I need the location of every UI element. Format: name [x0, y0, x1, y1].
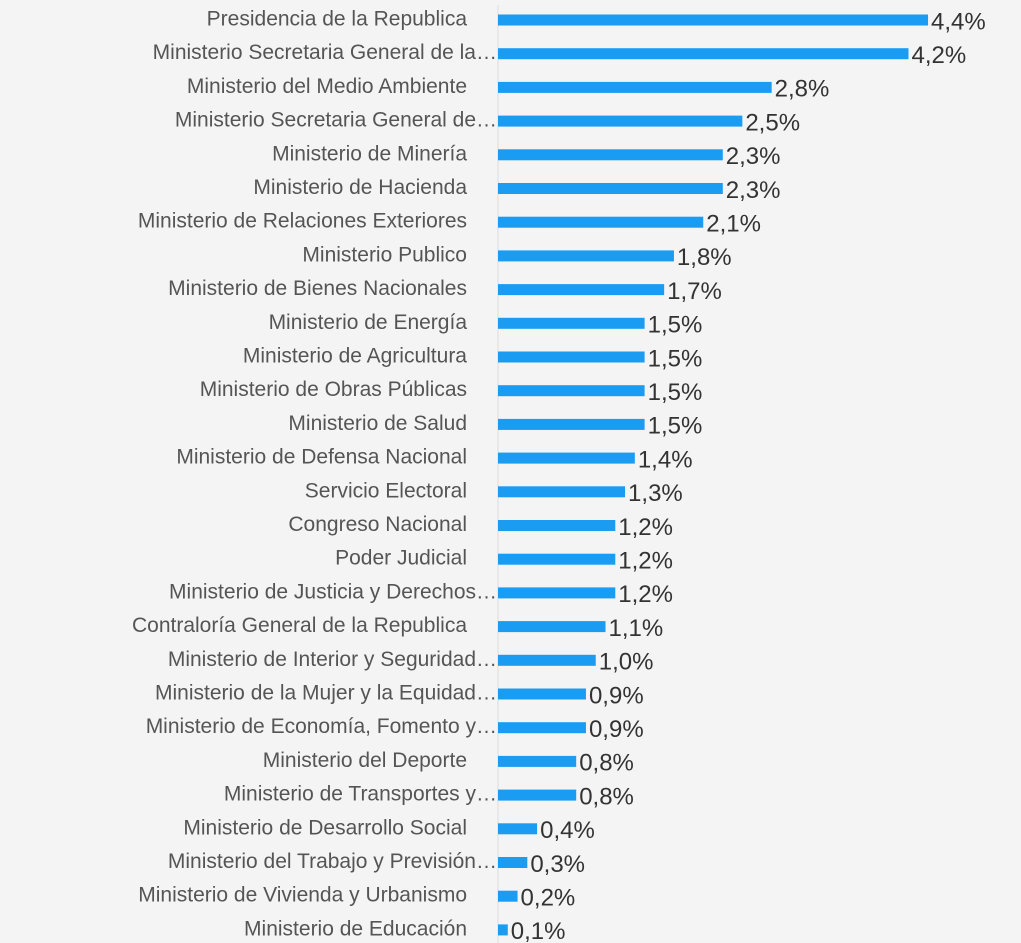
category-label: Ministerio de la Mujer y la Equidad… — [155, 682, 497, 705]
value-label: 0,8% — [579, 783, 634, 810]
category-label: Ministerio de Interior y Seguridad… — [168, 648, 497, 671]
bar — [498, 789, 577, 801]
value-label: 2,8% — [775, 76, 830, 103]
category-label: Ministerio de Justicia y Derechos… — [169, 580, 497, 603]
category-label: Ministerio de Defensa Nacional — [176, 446, 467, 469]
category-label: Ministerio de Bienes Nacionales — [168, 277, 467, 300]
category-label: Ministerio de Salud — [288, 412, 467, 435]
value-label: 1,5% — [648, 379, 703, 406]
value-label: 4,4% — [931, 8, 986, 35]
bar — [498, 688, 586, 700]
bar — [498, 722, 586, 734]
value-label: 1,5% — [648, 413, 703, 440]
category-label: Ministerio de Desarrollo Social — [183, 816, 467, 839]
value-label: 1,5% — [648, 345, 703, 372]
category-label: Poder Judicial — [335, 547, 467, 570]
bar — [498, 216, 704, 228]
bar — [498, 755, 577, 767]
bar — [498, 351, 645, 363]
category-label: Ministerio de Vivienda y Urbanismo — [138, 884, 467, 907]
value-label: 0,1% — [511, 918, 566, 943]
bar — [498, 654, 596, 666]
category-label: Ministerio de Educación — [244, 917, 467, 940]
value-label: 2,3% — [726, 143, 781, 170]
category-label: Ministerio de Energía — [269, 311, 468, 334]
bar — [498, 183, 723, 194]
bar — [498, 486, 626, 498]
value-label: 0,8% — [579, 750, 634, 777]
bar — [498, 250, 674, 262]
bar — [498, 520, 616, 531]
value-label: 1,4% — [638, 446, 693, 473]
category-label: Ministerio de Minería — [272, 142, 467, 165]
category-label: Ministerio del Deporte — [263, 749, 467, 772]
bar — [498, 284, 665, 296]
value-label: 0,4% — [540, 817, 595, 844]
bar — [498, 553, 616, 565]
value-label: 1,2% — [618, 548, 673, 575]
value-label: 1,2% — [618, 514, 673, 541]
bar — [498, 14, 929, 26]
category-label: Contraloría General de la Republica — [132, 614, 467, 637]
category-label: Ministerio Secretaria General de la… — [153, 41, 497, 64]
bar — [498, 823, 538, 835]
category-label: Ministerio de Transportes y… — [224, 783, 497, 806]
value-label: 2,3% — [726, 177, 781, 204]
value-label: 1,2% — [618, 581, 673, 608]
value-label: 1,5% — [648, 312, 703, 339]
category-label: Ministerio de Agricultura — [243, 345, 467, 368]
category-label: Ministerio de Obras Públicas — [200, 378, 467, 401]
value-label: 0,3% — [530, 851, 585, 878]
bar — [498, 890, 518, 902]
bar — [498, 317, 645, 329]
bar — [498, 857, 528, 868]
bar — [498, 115, 743, 127]
category-label: Presidencia de la Republica — [207, 8, 468, 31]
value-label: 0,9% — [589, 716, 644, 743]
value-label: 1,1% — [609, 615, 664, 642]
value-label: 1,8% — [677, 244, 732, 271]
category-label: Ministerio del Medio Ambiente — [187, 75, 467, 98]
bar — [498, 452, 635, 464]
value-label: 4,2% — [911, 42, 966, 69]
value-label: 1,0% — [599, 649, 654, 676]
bar — [498, 621, 606, 633]
category-label: Ministerio del Trabajo y Previsión… — [168, 850, 497, 873]
bar — [498, 81, 772, 93]
value-label: 2,1% — [706, 211, 761, 238]
bar — [498, 149, 723, 161]
category-label: Congreso Nacional — [288, 513, 467, 536]
category-label: Ministerio Secretaria General de… — [175, 109, 497, 132]
bar — [498, 48, 909, 60]
category-label: Servicio Electoral — [305, 479, 467, 502]
category-label: Ministerio de Relaciones Exteriores — [138, 210, 467, 233]
category-label: Ministerio de Economía, Fomento y… — [146, 715, 497, 738]
bar — [498, 385, 645, 397]
category-label: Ministerio de Hacienda — [253, 176, 467, 199]
value-label: 1,7% — [667, 278, 722, 305]
bar — [498, 418, 645, 430]
value-label: 0,2% — [521, 885, 576, 912]
value-label: 1,3% — [628, 480, 683, 507]
category-label: Ministerio Publico — [302, 243, 467, 266]
bar — [498, 924, 508, 936]
value-label: 2,5% — [745, 109, 800, 136]
bar — [498, 587, 616, 599]
value-label: 0,9% — [589, 682, 644, 709]
